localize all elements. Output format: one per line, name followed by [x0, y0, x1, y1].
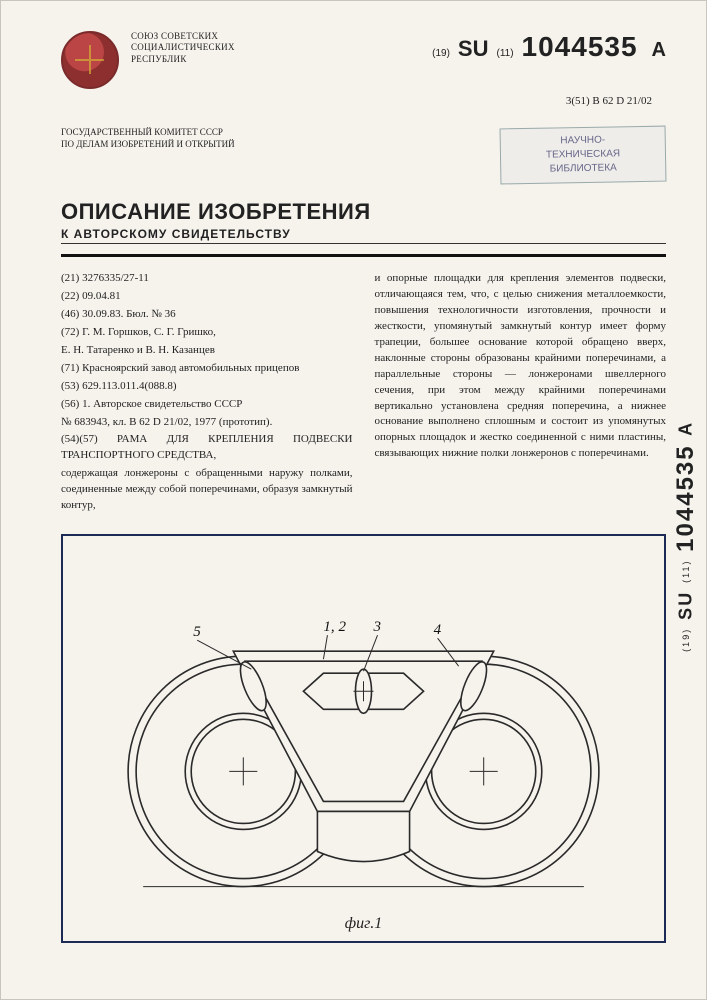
figure-panel: 5 1, 2 3 4 фиг.1 [61, 534, 666, 943]
biblio-line: Е. Н. Татаренко и В. Н. Казанцев [61, 343, 353, 359]
biblio-line: (71) Красноярский завод автомобильных пр… [61, 361, 353, 377]
state-emblem [61, 31, 119, 89]
column-left: (21) 3276335/27-11 (22) 09.04.81 (46) 30… [61, 271, 353, 516]
side-number: 1044535 [672, 444, 700, 551]
biblio-line: (72) Г. М. Горшков, С. Г. Гришко, [61, 325, 353, 341]
biblio-line: (22) 09.04.81 [61, 289, 353, 305]
issuer-line: ГОСУДАРСТВЕННЫЙ КОМИТЕТ СССР [61, 127, 235, 139]
org-line: РЕСПУБЛИК [131, 54, 235, 65]
figure-svg: 5 1, 2 3 4 [63, 536, 664, 937]
issuer-line: ПО ДЕЛАМ ИЗОБРЕТЕНИЙ И ОТКРЫТИЙ [61, 139, 235, 151]
svg-text:1, 2: 1, 2 [323, 619, 346, 635]
ipc-class: 3(51) B 62 D 21/02 [61, 95, 652, 107]
doc-subtitle: К АВТОРСКОМУ СВИДЕТЕЛЬСТВУ [61, 227, 666, 241]
rule-heavy [61, 254, 666, 257]
side-mid: (11) [681, 559, 691, 582]
issuer: ГОСУДАРСТВЕННЫЙ КОМИТЕТ СССР ПО ДЕЛАМ ИЗ… [61, 127, 235, 150]
abstract-right: и опорные площадки для крепления элемент… [375, 271, 667, 462]
side-prefix: (19) [681, 628, 691, 652]
svg-text:5: 5 [193, 624, 201, 640]
abstract-head: (54)(57) РАМА ДЛЯ КРЕПЛЕНИЯ ПОДВЕСКИ ТРА… [61, 432, 353, 464]
stamp-line: БИБЛИОТЕКА [513, 161, 653, 177]
abstract-left: содержащая лонжероны с обращенными наруж… [61, 466, 353, 514]
org-line: СОЦИАЛИСТИЧЕСКИХ [131, 42, 235, 53]
ipc-code: B 62 D 21/02 [592, 95, 652, 107]
svg-text:4: 4 [434, 622, 442, 638]
biblio-line: (53) 629.113.011.4(088.8) [61, 379, 353, 395]
biblio-line: (56) 1. Авторское свидетельство СССР [61, 397, 353, 413]
country-code: SU [458, 36, 489, 62]
org-line: СОЮЗ СОВЕТСКИХ [131, 31, 235, 42]
ipc-prefix: 3(51) [566, 95, 590, 107]
title-block: ОПИСАНИЕ ИЗОБРЕТЕНИЯ К АВТОРСКОМУ СВИДЕТ… [61, 199, 666, 241]
library-stamp: НАУЧНО- ТЕХНИЧЕСКАЯ БИБЛИОТЕКА [500, 126, 667, 185]
doc-title: ОПИСАНИЕ ИЗОБРЕТЕНИЯ [61, 199, 666, 225]
document-id: (19) SU (11) 1044535 A [432, 31, 666, 63]
biblio-line: № 683943, кл. B 62 D 21/02, 1977 (протот… [61, 415, 353, 431]
svg-text:3: 3 [373, 619, 382, 635]
doc-prefix: (19) [432, 48, 450, 59]
side-country: SU [676, 591, 697, 620]
doc-suffix: A [652, 39, 666, 62]
org-name: СОЮЗ СОВЕТСКИХ СОЦИАЛИСТИЧЕСКИХ РЕСПУБЛИ… [131, 31, 235, 65]
column-right: и опорные площадки для крепления элемент… [375, 271, 667, 516]
doc-mid: (11) [496, 48, 513, 59]
biblio-line: (46) 30.09.83. Бюл. № 36 [61, 307, 353, 323]
biblio-line: (21) 3276335/27-11 [61, 271, 353, 287]
doc-number: 1044535 [522, 31, 638, 63]
figure-label: фиг.1 [345, 915, 382, 933]
body-columns: (21) 3276335/27-11 (22) 09.04.81 (46) 30… [61, 271, 666, 516]
rule [61, 243, 666, 244]
side-doc-id: (19) SU (11) 1044535 A [672, 421, 700, 652]
side-suffix: A [676, 421, 697, 436]
